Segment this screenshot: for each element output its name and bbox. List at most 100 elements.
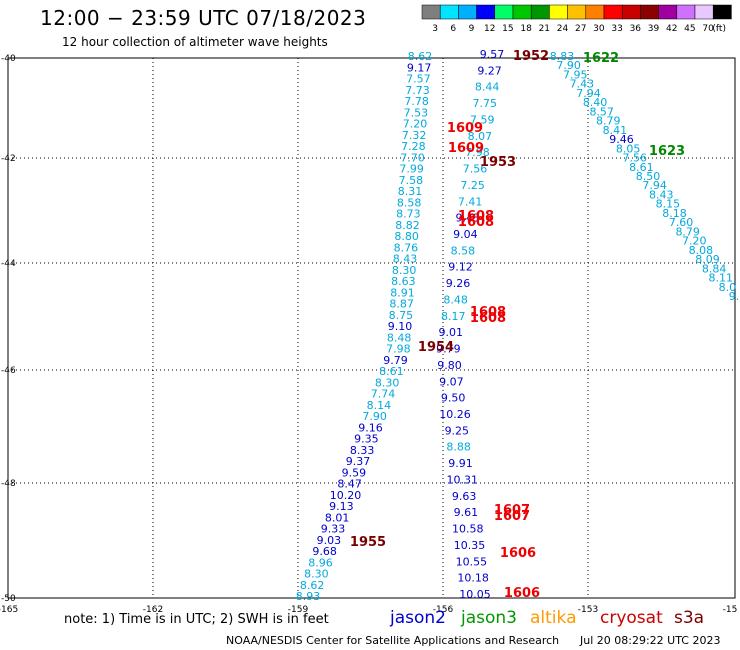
wave-height-label: 9.46 [609, 133, 634, 146]
wave-height-label: 9.80 [437, 359, 462, 372]
wave-height-label: 7.90 [362, 410, 387, 423]
wave-height-label: 8.88 [446, 441, 471, 454]
wave-height-label: 8.57 [589, 105, 614, 118]
wave-height-label: 8.41 [603, 124, 628, 137]
colorbar-swatch [712, 4, 732, 20]
wave-height-label: 8.30 [375, 376, 400, 389]
x-tick-label: -153 [578, 605, 598, 615]
time-label: 1952 [513, 49, 549, 64]
wave-height-label: 7.56 [623, 152, 648, 165]
wave-height-label: 10.31 [447, 473, 479, 486]
wave-height-label: 7.56 [463, 163, 488, 176]
wave-height-label: 7.43 [570, 78, 595, 91]
wave-height-label: 7.25 [460, 179, 485, 192]
wave-height-label: 10.55 [456, 555, 488, 568]
wave-height-label: 10.26 [439, 408, 471, 421]
x-tick-label: -162 [143, 605, 163, 615]
wave-height-label: 8.17 [441, 310, 466, 323]
wave-height-label: 8.91 [390, 286, 415, 299]
wave-height-label: 8.84 [702, 262, 727, 275]
wave-height-label: 8.87 [389, 298, 414, 311]
wave-height-label: 9.17 [407, 61, 432, 74]
wave-height-label: 8.33 [350, 444, 375, 457]
wave-height-label: 8.43 [393, 253, 418, 266]
time-label: 1606 [504, 586, 540, 601]
wave-height-label: 9.57 [480, 48, 505, 61]
wave-height-label: 7.32 [402, 129, 427, 142]
wave-height-label: 8.79 [596, 115, 621, 128]
wave-height-label: 7.74 [371, 388, 396, 401]
time-label: 1622 [583, 51, 619, 66]
wave-height-label: 9.04 [453, 228, 478, 241]
wave-height-label: 9.16 [358, 421, 383, 434]
wave-height-label: 9.59 [342, 466, 367, 479]
colorbar-label: 21 [539, 24, 550, 34]
time-label: 1623 [649, 144, 685, 159]
wave-height-label: 10.05 [459, 588, 491, 601]
wave-height-label: 8.14 [367, 399, 392, 412]
chart-title: 12:00 − 23:59 UTC 07/18/2023 [40, 6, 367, 30]
credit-date: Jul 20 08:29:22 UTC 2023 [580, 634, 721, 647]
colorbar-label: 36 [630, 24, 642, 34]
wave-height-label: 8.05 [616, 142, 641, 155]
time-label: 1609 [447, 121, 483, 136]
wave-height-label: 8.61 [379, 365, 404, 378]
wave-height-label: 8.61 [629, 161, 654, 174]
time-label: 1606 [500, 546, 536, 561]
time-label: 1954 [418, 340, 454, 355]
wave-height-label: 9.07 [439, 375, 464, 388]
wave-height-label: 10.58 [452, 523, 484, 536]
time-label: 1607 [494, 503, 530, 518]
wave-height-label: 8.79 [675, 225, 700, 238]
time-label: 1609 [448, 141, 484, 156]
wave-height-label: 7.78 [404, 95, 429, 108]
wave-height-label: 9.12 [448, 261, 473, 274]
wave-height-label: 9.63 [452, 490, 477, 503]
wave-height-label: 7.94 [576, 87, 601, 100]
wave-height-label: 8.76 [394, 241, 419, 254]
wave-height-label: 8.31 [398, 185, 423, 198]
wave-height-label: 8.58 [397, 196, 422, 209]
wave-height-label: 8.62 [408, 50, 433, 63]
chart-subtitle: 12 hour collection of altimeter wave hei… [62, 35, 328, 49]
legend-altika: altika [530, 608, 577, 628]
wave-height-label: 9.79 [436, 343, 461, 356]
legend-jason3: jason3 [461, 608, 517, 628]
wave-height-label: 9.43 [456, 212, 481, 225]
wave-height-label: 8.82 [395, 219, 420, 232]
wave-height-label: 9.03 [317, 534, 342, 547]
wave-height-label: 8.01 [325, 511, 350, 524]
y-tick-label: -50 [1, 594, 16, 604]
colorbar-label: 33 [611, 24, 622, 34]
colorbar-label: 45 [684, 24, 695, 34]
wave-height-label: 9.01 [439, 326, 464, 339]
wave-height-label: 9.35 [354, 433, 379, 446]
wave-height-label: 9.68 [312, 545, 337, 558]
wave-height-label: 9.13 [329, 500, 354, 513]
x-tick-label: -156 [433, 605, 454, 615]
wave-height-label: 9.50 [441, 392, 466, 405]
wave-height-label: 8.47 [337, 478, 362, 491]
wave-height-label: 8.0 [719, 281, 737, 294]
wave-height-label: 7.60 [669, 216, 694, 229]
wave-height-label: 9.25 [445, 424, 470, 437]
wave-height-label: 9.79 [383, 354, 408, 367]
wave-height-label: 9.26 [446, 277, 471, 290]
wave-height-label: 8.75 [389, 309, 414, 322]
time-label: 1607 [494, 509, 530, 524]
wave-height-label: 8.08 [689, 244, 714, 257]
x-tick-label: -159 [288, 605, 309, 615]
legend-cryosat: cryosat [600, 608, 663, 628]
colorbar-label: 42 [666, 24, 677, 34]
wave-height-label: 9.27 [477, 64, 502, 77]
wave-height-label: 8.07 [468, 130, 493, 143]
x-tick-label: -15 [723, 605, 738, 615]
y-tick-label: -48 [1, 479, 16, 489]
colorbar-label: 12 [484, 24, 495, 34]
wave-height-label: 7.59 [470, 113, 495, 126]
wave-height-label: 8.62 [300, 579, 325, 592]
colorbar-label: 18 [520, 24, 532, 34]
time-label: 1608 [458, 215, 494, 230]
wave-height-label: 9.10 [388, 320, 413, 333]
